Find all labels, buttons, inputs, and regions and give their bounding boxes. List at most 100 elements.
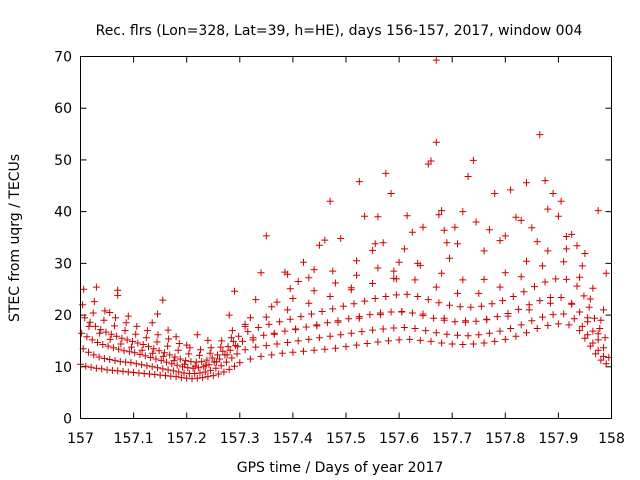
data-point: [597, 316, 605, 324]
data-point: [554, 212, 562, 220]
data-point: [252, 296, 260, 304]
data-point: [159, 352, 167, 360]
data-point: [228, 354, 236, 362]
data-point: [562, 233, 570, 240]
data-point: [169, 367, 177, 375]
x-tick-label: 157.7: [432, 431, 472, 447]
data-point: [217, 362, 225, 370]
data-point: [114, 291, 122, 299]
data-point: [576, 273, 584, 281]
data-point: [129, 337, 136, 345]
y-tick-labels: 0 10 20 30 40 50 60 70: [54, 50, 72, 428]
data-point: [122, 319, 130, 327]
data-point: [414, 259, 422, 267]
x-tick-label: 157: [67, 431, 94, 447]
data-point: [451, 318, 459, 326]
data-point: [435, 299, 443, 307]
data-point: [239, 337, 246, 345]
data-point: [448, 340, 456, 348]
data-point: [544, 205, 552, 213]
data-point: [440, 314, 448, 322]
data-point: [199, 374, 207, 382]
data-point: [97, 326, 105, 334]
data-point: [440, 226, 448, 234]
data-point: [499, 297, 507, 305]
data-point: [539, 313, 546, 321]
data-point: [432, 283, 440, 291]
data-point: [289, 295, 297, 302]
data-point: [155, 347, 163, 355]
data-point: [573, 242, 581, 250]
data-point: [308, 310, 315, 318]
data-point: [236, 359, 244, 367]
data-point: [142, 334, 150, 342]
data-point: [419, 223, 427, 231]
data-point: [374, 213, 382, 221]
data-point: [204, 336, 212, 344]
data-point: [480, 339, 488, 347]
data-point: [321, 345, 329, 353]
data-point: [596, 325, 604, 332]
data-point: [159, 365, 167, 373]
data-point: [201, 368, 209, 376]
data-point: [227, 334, 235, 342]
data-point: [120, 347, 128, 355]
data-point: [589, 284, 597, 292]
data-point: [164, 342, 172, 350]
data-point: [302, 323, 310, 331]
data-point: [469, 340, 477, 348]
data-point: [430, 314, 438, 322]
data-point: [355, 178, 363, 186]
data-point: [305, 335, 313, 343]
data-point: [581, 334, 589, 342]
data-point: [207, 344, 215, 352]
data-point: [581, 250, 589, 257]
x-tick-label: 157.1: [114, 431, 154, 447]
data-point: [525, 306, 533, 314]
data-point: [491, 337, 499, 345]
data-point: [166, 351, 174, 359]
data-point: [113, 332, 121, 340]
data-point: [145, 343, 152, 351]
data-point: [143, 362, 151, 370]
data-point: [358, 328, 366, 336]
data-point: [91, 322, 99, 330]
y-axis-title: STEC from uqrg / TECUs: [7, 154, 23, 322]
data-point: [432, 138, 440, 146]
data-point: [345, 315, 353, 323]
data-point: [475, 331, 483, 339]
data-point: [100, 355, 108, 362]
data-point: [483, 316, 491, 324]
data-point: [217, 343, 225, 351]
data-point: [284, 306, 292, 314]
data-point: [520, 288, 528, 296]
data-point: [214, 351, 221, 359]
data-point: [454, 240, 461, 248]
data-point: [382, 169, 390, 177]
data-point: [475, 289, 483, 297]
data-point: [517, 273, 525, 281]
data-point: [176, 355, 184, 363]
data-point: [154, 310, 161, 318]
data-point: [504, 312, 512, 320]
data-point: [592, 350, 600, 358]
data-point: [313, 322, 321, 330]
data-point: [446, 301, 453, 309]
data-point: [132, 360, 140, 368]
data-point: [225, 311, 233, 319]
data-point: [390, 324, 398, 332]
data-point: [432, 329, 440, 337]
data-point: [467, 303, 475, 311]
data-point: [568, 230, 576, 238]
data-point: [111, 322, 118, 330]
data-point: [252, 343, 260, 351]
data-point: [92, 283, 100, 291]
data-point: [118, 334, 126, 342]
data-point: [112, 314, 119, 322]
data-point: [578, 262, 586, 270]
data-point: [206, 349, 214, 357]
data-point: [195, 351, 203, 359]
data-point: [273, 298, 281, 306]
data-point: [315, 334, 323, 342]
data-point: [231, 362, 238, 370]
